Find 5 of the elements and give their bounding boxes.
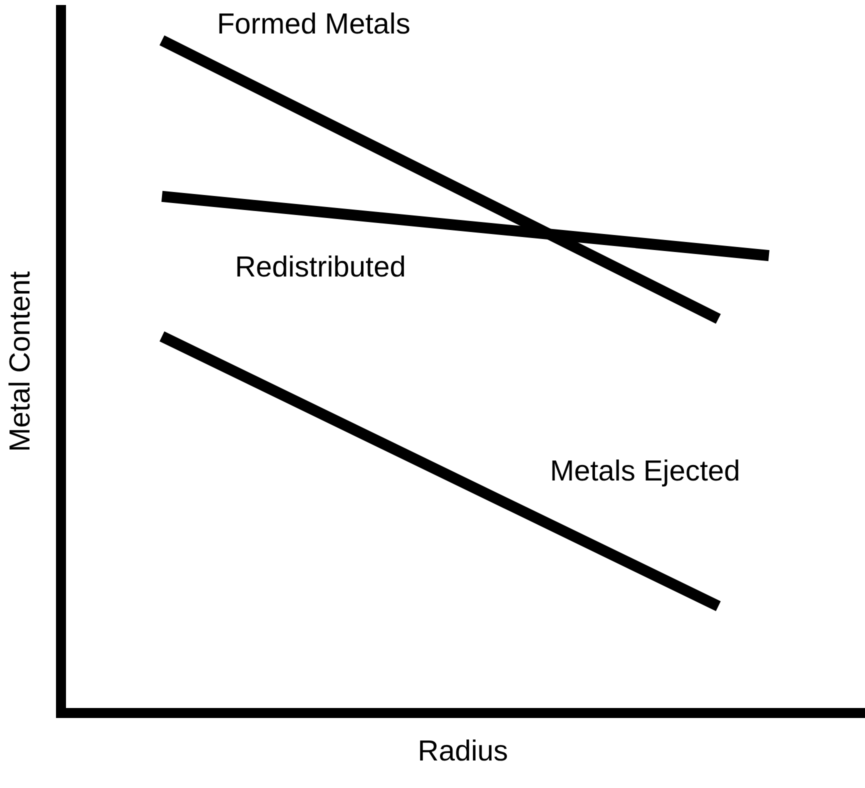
x-axis-title: Radius xyxy=(418,736,508,768)
series-label: Redistributed xyxy=(234,251,406,284)
series-label: Metals Ejected xyxy=(550,455,740,488)
y-axis-title: Metal Content xyxy=(4,271,36,452)
series-label: Formed Metals xyxy=(216,8,410,40)
